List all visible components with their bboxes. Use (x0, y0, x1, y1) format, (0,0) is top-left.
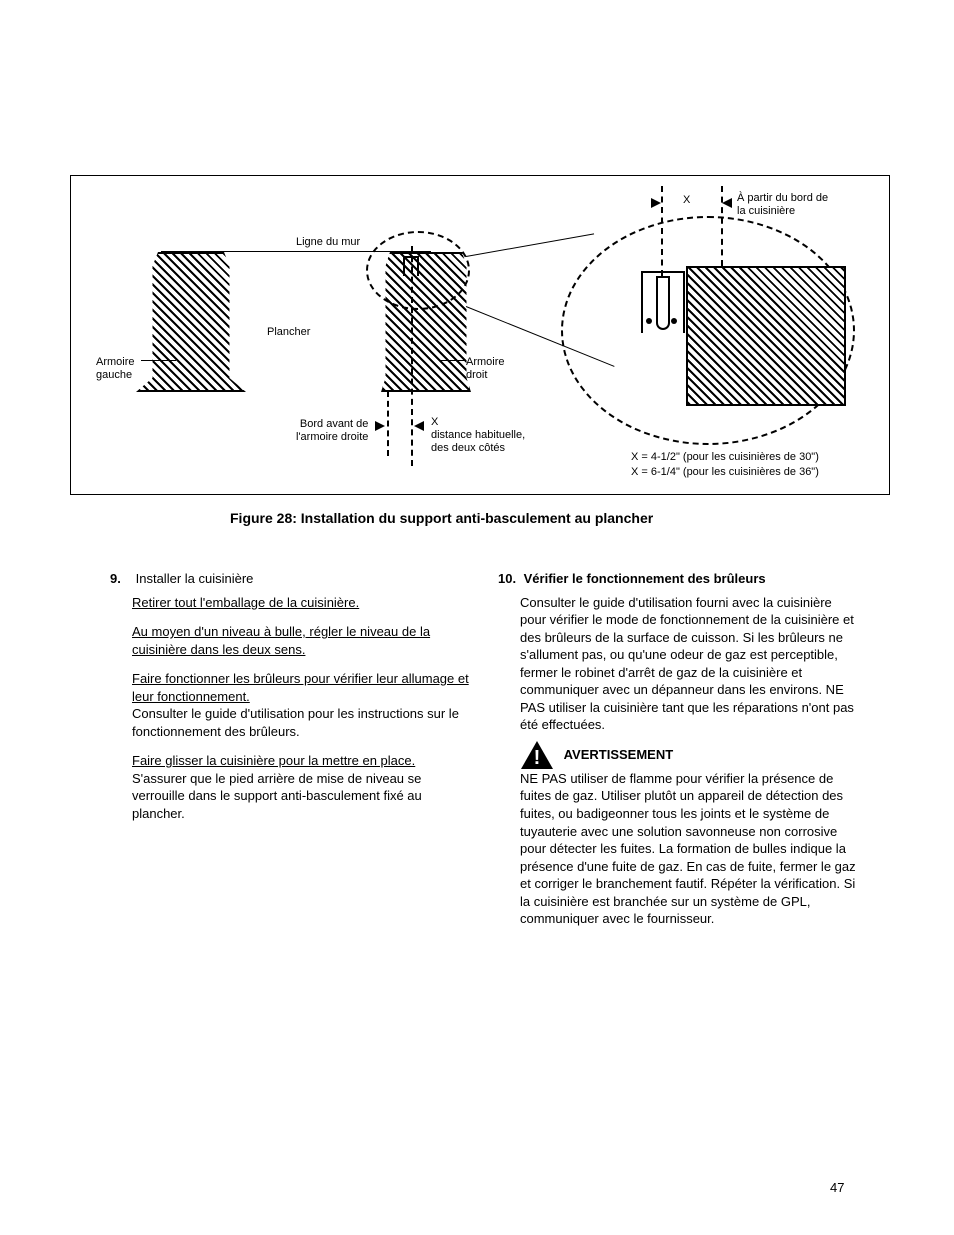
bord-avant-label: Bord avant de l'armoire droite (296, 418, 368, 444)
step-10-body: Consulter le guide d'utilisation fourni … (520, 594, 858, 734)
right-cabinet-leader (441, 360, 466, 361)
callout-oval-small (366, 231, 470, 310)
detail-cabinet (686, 266, 846, 406)
wall-line-label: Ligne du mur (296, 236, 360, 249)
x-overview-arrow (414, 421, 424, 431)
dash-overview-front (387, 391, 389, 456)
step-9: 9. Installer la cuisinière (110, 570, 470, 588)
warning-icon: ! (520, 740, 554, 770)
warning-body: NE PAS utiliser de flamme pour vérifier … (520, 770, 858, 928)
step-9-line1: Retirer tout l'emballage de la cuisinièr… (132, 594, 470, 612)
x-top-arrow-right (722, 198, 732, 208)
bord-avant-arrow (375, 421, 385, 431)
bracket-detail-screw-1 (646, 318, 652, 324)
left-column: 9. Installer la cuisinière Retirer tout … (110, 570, 470, 823)
x-top-arrow-left (651, 198, 661, 208)
step-9-line6: S'assurer que le pied arrière de mise de… (132, 770, 470, 823)
step-9-line3: Faire fonctionner les brûleurs pour véri… (132, 670, 470, 705)
bracket-detail-screw-2 (671, 318, 677, 324)
plancher-label: Plancher (267, 326, 310, 339)
step-10-number: 10. (498, 570, 520, 588)
left-cabinet-label: Armoire gauche (96, 356, 135, 382)
page-number: 47 (830, 1180, 844, 1195)
step-9-number: 9. (110, 570, 132, 588)
detail-dash-left (661, 186, 663, 276)
left-cabinet (136, 252, 246, 392)
step-10-title: Vérifier le fonctionnement des brûleurs (524, 570, 854, 588)
x-note-30: X = 4-1/2" (pour les cuisinières de 30") (631, 451, 819, 463)
step-9-line4: Consulter le guide d'utilisation pour le… (132, 705, 470, 740)
right-cabinet-label: Armoire droit (466, 356, 505, 382)
a-partir-label: À partir du bord de la cuisinière (737, 192, 828, 218)
bracket-detail-slot (656, 276, 670, 330)
x-note-36: X = 6-1/4" (pour les cuisinières de 36") (631, 466, 819, 478)
page: Ligne du mur Plancher Armoire gauche Arm… (0, 0, 954, 1235)
figure-caption: Figure 28: Installation du support anti-… (230, 510, 653, 526)
x-overview-label: X distance habituelle, des deux côtés (431, 416, 525, 456)
step-9-intro: Installer la cuisinière (136, 570, 466, 588)
callout-leader-top (466, 233, 594, 257)
step-9-line2: Au moyen d'un niveau à bulle, régler le … (132, 623, 470, 658)
warning-row: ! AVERTISSEMENT (520, 740, 858, 770)
warning-word: AVERTISSEMENT (564, 746, 674, 764)
step-10: 10. Vérifier le fonctionnement des brûle… (498, 570, 858, 588)
step-9-line5: Faire glisser la cuisinière pour la mett… (132, 752, 470, 770)
right-column: 10. Vérifier le fonctionnement des brûle… (498, 570, 858, 928)
svg-text:!: ! (534, 747, 541, 769)
left-cabinet-leader (141, 360, 176, 361)
x-top-label: X (683, 194, 690, 207)
figure-box: Ligne du mur Plancher Armoire gauche Arm… (70, 175, 890, 495)
